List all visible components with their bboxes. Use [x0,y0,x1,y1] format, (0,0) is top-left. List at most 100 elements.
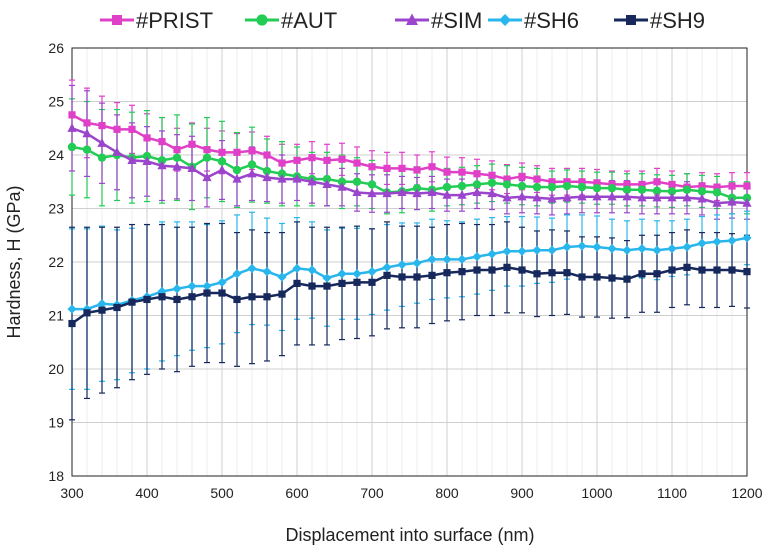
data-point-sh9 [473,266,481,274]
data-point-sh9 [443,269,451,277]
data-point-sh6 [157,286,167,297]
data-point-sim [472,187,482,197]
y-tick-label: 26 [48,40,64,56]
legend: #PRIST #AUT #SIM #SH6 #SH9 [100,8,705,33]
data-point-sh9 [143,295,151,304]
data-point-sh9 [503,263,511,271]
data-point-sim [592,191,602,201]
data-point-prist [593,179,601,187]
data-point-sh6 [637,244,647,254]
data-point-sh9 [743,268,751,276]
data-point-sh9 [338,279,346,287]
legend-marker-prist [112,15,122,25]
data-point-aut [502,180,512,189]
data-point-aut [322,174,332,184]
data-point-sh6 [607,244,617,254]
data-point-sh9 [398,273,406,281]
data-point-aut [352,177,362,186]
legend-marker-aut [256,14,268,26]
data-point-sh6 [667,244,677,254]
x-tick-label: 600 [285,485,309,501]
data-point-prist [638,180,646,189]
data-point-sh6 [367,267,377,277]
data-point-sh9 [713,266,721,274]
data-point-sim [577,191,587,201]
data-point-prist [263,151,271,159]
data-point-sim [187,163,197,172]
data-point-sh9 [113,303,121,312]
x-tick-label: 800 [435,485,459,501]
data-point-sim [412,188,422,198]
data-point-sim [157,160,167,170]
legend-label-sh6: #SH6 [524,8,579,33]
data-point-prist [68,111,76,119]
data-point-sh9 [353,278,361,286]
data-point-sim [172,161,182,171]
x-tick-label: 300 [60,485,84,501]
data-point-aut [97,153,107,162]
data-point-aut [652,186,662,196]
data-point-prist [248,147,256,155]
data-point-sim [367,188,377,198]
data-point-aut [202,153,212,162]
data-point-aut [592,183,602,193]
x-axis-ticks: 300 400 500 600 700 800 900 1000 1100 1200 [60,485,762,501]
data-point-aut [367,180,377,189]
data-point-aut [232,165,242,175]
data-point-prist [98,121,106,130]
data-point-sh6 [97,299,107,309]
data-point-sim [607,191,617,201]
data-point-prist [443,168,451,176]
data-point-aut [277,169,287,178]
data-point-sh6 [172,284,182,294]
data-point-sim [547,193,557,203]
legend-marker-sim [406,13,418,25]
x-tick-label: 900 [510,485,534,501]
y-tick-label: 20 [48,361,64,377]
data-point-sh9 [98,306,106,314]
data-point-sh9 [458,268,466,276]
data-point-sh9 [563,269,571,277]
data-point-sh6 [262,267,272,277]
data-point-sh6 [532,245,542,255]
data-point-sh9 [428,271,436,279]
data-point-aut [472,180,482,189]
data-point-sh9 [533,270,541,278]
data-point-sh6 [727,236,737,246]
data-point-sh6 [652,245,662,255]
data-point-sh9 [638,270,646,278]
data-point-sim [487,188,497,198]
data-point-prist [188,140,196,148]
legend-marker-sh9 [626,15,636,25]
data-point-aut [667,187,677,196]
data-point-sh6 [547,245,557,255]
data-point-sh9 [518,266,526,274]
data-point-sh6 [562,242,572,252]
data-point-aut [262,166,272,176]
data-point-sim [142,156,152,166]
data-point-sh6 [517,246,527,256]
data-point-sh6 [397,260,407,270]
data-point-aut [217,157,227,166]
data-point-prist [548,178,556,186]
series-line-prist [71,113,747,189]
data-point-sh9 [668,266,676,274]
data-point-prist [203,146,211,154]
data-point-sh9 [233,295,241,304]
data-point-sh9 [653,270,661,278]
data-point-aut [247,160,257,169]
series-line-sim [71,127,748,205]
data-point-prist [158,138,166,146]
data-point-sim [532,192,542,202]
data-point-prist [218,148,226,156]
data-point-sh6 [187,281,197,291]
data-point-sh6 [232,269,242,279]
data-point-sim [652,192,662,202]
data-point-sim [67,123,77,132]
data-point-sh6 [442,254,452,264]
y-tick-label: 23 [48,201,64,217]
data-point-sh6 [472,252,482,262]
data-point-sh6 [577,241,587,251]
data-point-sim [202,172,212,182]
